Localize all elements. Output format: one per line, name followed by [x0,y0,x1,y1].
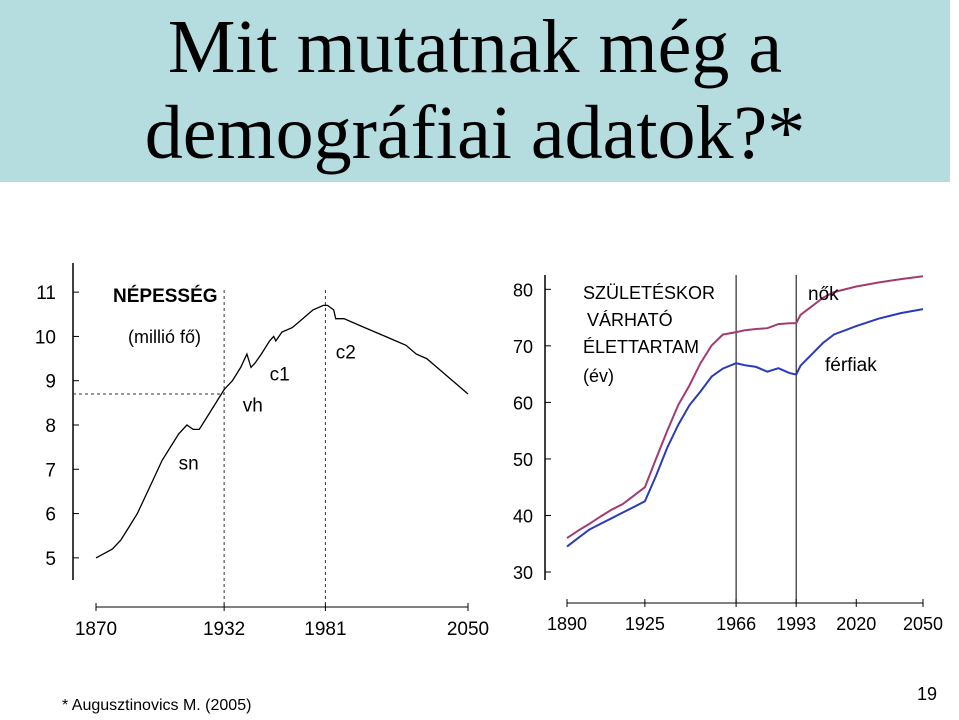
x-tick-label: 1993 [776,614,816,634]
chart-title: SZÜLETÉSKOR VÁRHATÓ ÉLETTARTAM [583,283,715,357]
life-expectancy-chart: 30 40 50 60 70 80 1890 1925 1966 1993 2020 2050 SZÜL… [505,270,950,655]
footnote: * Augusztinovics M. (2005) [62,697,252,714]
annotation-label: c2 [336,343,356,364]
y-tick-label: 7 [45,460,56,481]
x-tick-label: 1890 [547,614,587,634]
slide-title: Mit mutatnak még a demográfiai adatok?* [0,4,950,176]
y-tick-label: 50 [513,450,533,470]
chart-title-line: VÁRHATÓ [587,309,673,330]
y-tick-label: 30 [513,563,533,583]
chart-title-line: ÉLETTARTAM [583,337,699,357]
annotation-label: c1 [270,365,290,386]
title-banner: Mit mutatnak még a demográfiai adatok?* [0,0,950,182]
population-chart-svg: 5 6 7 8 9 10 11 1870 1932 1981 2050 NÉPESSÉG (millió… [35,263,489,640]
title-line-2: demográfiai adatok?* [144,91,806,175]
y-tick-label: 10 [35,327,56,348]
x-tick-label: 1925 [625,614,665,634]
annotation-label: vh [243,396,263,417]
women-line [566,275,924,539]
men-line [566,308,924,548]
x-tick-label: 2050 [903,614,943,634]
y-tick-label: 60 [513,393,533,413]
y-tick-label: 5 [45,549,56,570]
y-tick-label: 9 [45,372,56,393]
life-expectancy-chart-svg: 30 40 50 60 70 80 1890 1925 1966 1993 2020 2050 SZÜL… [513,275,943,634]
y-tick-label: 80 [513,280,533,300]
x-tick-label: 1932 [203,619,245,640]
legend-label-women: nők [808,284,839,305]
legend-label-men: férfiak [825,355,877,376]
chart-title: NÉPESSÉG [113,285,218,307]
population-chart: 5 6 7 8 9 10 11 1870 1932 1981 2050 NÉPESSÉG (millió… [28,255,498,655]
page-number: 19 [916,684,937,704]
annotation-label: sn [179,453,199,474]
title-line-1: Mit mutatnak még a [167,5,783,89]
x-tick-label: 1966 [716,614,756,634]
x-tick-label: 2050 [447,619,489,640]
y-tick-label: 6 [45,505,56,526]
y-tick-label: 11 [36,283,56,304]
y-tick-label: 8 [45,416,56,437]
chart-title-line: SZÜLETÉSKOR [583,283,715,303]
chart-subtitle: (év) [583,366,614,386]
population-line [95,304,469,559]
y-tick-label: 70 [513,337,533,357]
x-tick-label: 1870 [75,619,117,640]
y-tick-label: 40 [513,506,533,526]
x-tick-label: 1981 [304,619,346,640]
chart-subtitle: (millió fő) [128,327,201,347]
x-tick-label: 2020 [836,614,876,634]
